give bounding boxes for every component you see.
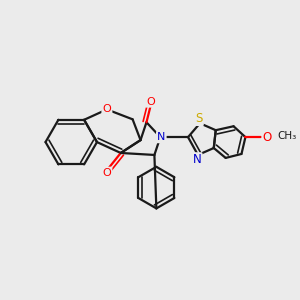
Text: O: O: [262, 130, 272, 144]
Text: N: N: [157, 132, 166, 142]
Text: O: O: [103, 168, 111, 178]
Text: N: N: [193, 153, 201, 167]
Text: CH₃: CH₃: [277, 131, 296, 141]
Text: S: S: [195, 112, 203, 125]
Text: O: O: [103, 104, 111, 114]
Text: O: O: [146, 97, 155, 106]
